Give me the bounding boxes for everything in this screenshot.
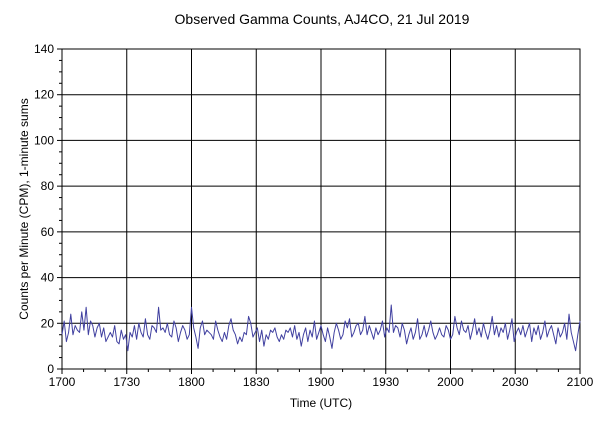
y-tick-label: 80 xyxy=(41,179,55,193)
y-tick-label: 100 xyxy=(34,133,54,147)
x-tick-label: 1830 xyxy=(243,375,270,389)
y-tick-label: 60 xyxy=(41,225,55,239)
x-tick-label: 1700 xyxy=(49,375,76,389)
x-tick-label: 1930 xyxy=(372,375,399,389)
y-axis-label: Counts per Minute (CPM), 1-minute sums xyxy=(17,98,31,319)
y-tick-label: 140 xyxy=(34,42,54,56)
y-tick-label: 40 xyxy=(41,271,55,285)
x-tick-label: 2000 xyxy=(437,375,464,389)
x-tick-label: 2030 xyxy=(502,375,529,389)
y-tick-label: 120 xyxy=(34,88,54,102)
x-axis-ticks: 1700 1730 1800 1830 1900 1930 2000 2030 2100 xyxy=(49,369,594,389)
y-axis-ticks: 0 20 40 60 80 100 120 140 xyxy=(34,42,62,376)
x-tick-label: 1730 xyxy=(113,375,140,389)
y-tick-label: 0 xyxy=(47,362,54,376)
x-tick-label: 1900 xyxy=(308,375,335,389)
x-axis-label: Time (UTC) xyxy=(290,396,352,410)
x-tick-label: 2100 xyxy=(567,375,594,389)
grid-lines xyxy=(62,49,580,369)
x-tick-label: 1800 xyxy=(178,375,205,389)
y-tick-label: 20 xyxy=(41,316,55,330)
chart-title: Observed Gamma Counts, AJ4CO, 21 Jul 201… xyxy=(175,11,470,27)
gamma-counts-series-line xyxy=(61,304,581,352)
